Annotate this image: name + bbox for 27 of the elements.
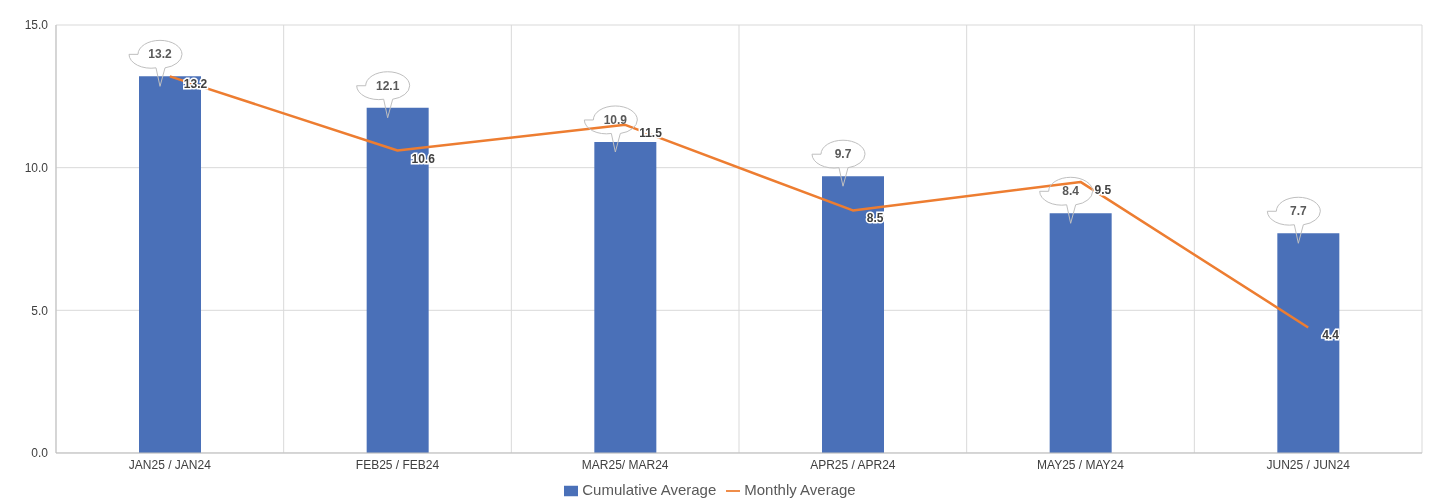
line-series bbox=[168, 75, 1310, 329]
data-label: 4.4 bbox=[1322, 328, 1340, 343]
x-tick-label: MAY25 / MAY24 bbox=[1037, 458, 1125, 473]
legend-label: Monthly Average bbox=[744, 480, 856, 498]
data-label: 13.2 bbox=[183, 77, 208, 92]
y-tick-label: 0.0 bbox=[31, 446, 49, 461]
data-label: 8.5 bbox=[866, 211, 884, 226]
y-tick-label: 10.0 bbox=[24, 160, 49, 175]
data-label: 13.2 bbox=[148, 47, 172, 62]
x-tick-label: JAN25 / JAN24 bbox=[128, 458, 212, 473]
x-tick-label: FEB25 / FEB24 bbox=[355, 458, 440, 473]
y-tick-label: 15.0 bbox=[24, 18, 49, 33]
y-tick-label: 5.0 bbox=[31, 303, 49, 318]
data-label: 8.4 bbox=[1062, 184, 1080, 199]
x-tick-label: JUN25 / JUN24 bbox=[1266, 458, 1351, 473]
bar bbox=[1049, 213, 1112, 453]
bar bbox=[822, 176, 884, 453]
data-label: 10.9 bbox=[603, 112, 628, 127]
data-label: 7.7 bbox=[1289, 204, 1307, 219]
bar bbox=[594, 141, 657, 453]
data-label: 9.7 bbox=[834, 147, 852, 162]
x-tick-label: MAR25/ MAR24 bbox=[581, 458, 669, 473]
bar bbox=[1277, 233, 1340, 453]
data-label: 9.5 bbox=[1094, 182, 1112, 197]
x-tick-label: APR25 / APR24 bbox=[810, 458, 896, 473]
data-label: 12.1 bbox=[375, 78, 400, 93]
legend-label: Cumulative Average bbox=[582, 480, 717, 498]
